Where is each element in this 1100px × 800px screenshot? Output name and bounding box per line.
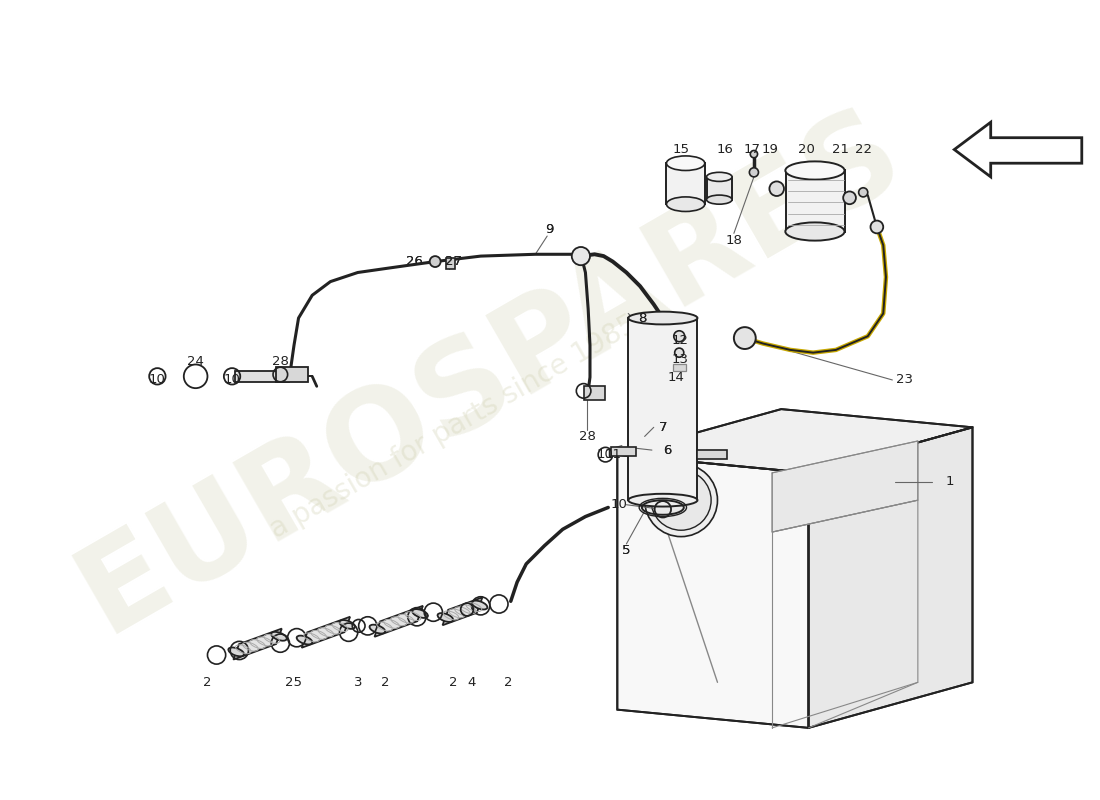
Text: 27: 27 [444, 255, 462, 268]
Circle shape [844, 191, 856, 204]
Polygon shape [234, 371, 289, 382]
Polygon shape [697, 450, 727, 459]
Text: 5: 5 [623, 544, 630, 557]
Text: 7: 7 [659, 421, 667, 434]
Ellipse shape [438, 613, 453, 622]
Ellipse shape [370, 625, 385, 634]
Text: 28: 28 [579, 430, 596, 443]
Polygon shape [447, 258, 455, 269]
Circle shape [859, 188, 868, 197]
Polygon shape [442, 598, 483, 626]
Polygon shape [673, 363, 685, 371]
Text: 15: 15 [672, 143, 690, 156]
Text: 2: 2 [204, 676, 211, 689]
Ellipse shape [628, 494, 697, 506]
Ellipse shape [785, 222, 845, 241]
Circle shape [674, 348, 684, 357]
Text: 3: 3 [353, 676, 362, 689]
Circle shape [572, 247, 590, 266]
Ellipse shape [667, 197, 705, 211]
Ellipse shape [340, 620, 355, 629]
Text: 10: 10 [597, 448, 614, 461]
Text: 18: 18 [725, 234, 742, 247]
Text: a passion for parts since 1985: a passion for parts since 1985 [265, 310, 642, 544]
Text: 19: 19 [762, 143, 779, 156]
Polygon shape [785, 170, 845, 231]
Circle shape [750, 150, 758, 158]
Polygon shape [276, 367, 308, 382]
Circle shape [870, 221, 883, 234]
Text: 22: 22 [855, 143, 871, 156]
Text: 26: 26 [406, 255, 422, 268]
Polygon shape [706, 177, 733, 200]
Text: 6: 6 [663, 443, 672, 457]
Polygon shape [374, 606, 422, 637]
Text: 16: 16 [716, 143, 734, 156]
Ellipse shape [297, 636, 312, 645]
Text: 8: 8 [639, 311, 647, 325]
Ellipse shape [667, 161, 705, 211]
Ellipse shape [785, 162, 845, 179]
Text: 6: 6 [663, 443, 672, 457]
Text: 9: 9 [544, 223, 553, 236]
Text: 20: 20 [799, 143, 815, 156]
Text: 25: 25 [286, 676, 302, 689]
Circle shape [651, 470, 711, 530]
Text: 1: 1 [946, 475, 954, 489]
Ellipse shape [706, 195, 733, 204]
Text: 7: 7 [659, 421, 667, 434]
Circle shape [645, 464, 717, 537]
Text: 24: 24 [187, 355, 205, 368]
Text: 12: 12 [672, 334, 689, 347]
Polygon shape [301, 617, 350, 648]
Text: 9: 9 [544, 223, 553, 236]
Ellipse shape [667, 156, 705, 170]
Text: 28: 28 [272, 355, 289, 368]
Circle shape [749, 168, 759, 177]
Ellipse shape [272, 632, 287, 641]
Text: 2: 2 [381, 676, 389, 689]
Polygon shape [772, 441, 917, 532]
Circle shape [674, 330, 684, 342]
Text: 26: 26 [406, 255, 422, 268]
Text: 14: 14 [668, 370, 684, 384]
Text: 8: 8 [639, 311, 647, 325]
Polygon shape [617, 409, 972, 473]
Text: 13: 13 [672, 353, 689, 366]
Polygon shape [584, 386, 605, 400]
Text: 23: 23 [895, 374, 913, 386]
Ellipse shape [412, 609, 428, 618]
Text: 17: 17 [744, 143, 760, 156]
Text: 11: 11 [604, 448, 622, 461]
Ellipse shape [628, 312, 697, 325]
Text: 10: 10 [223, 374, 241, 386]
Text: 2: 2 [504, 676, 513, 689]
Text: 21: 21 [832, 143, 849, 156]
Text: EUROSPARES: EUROSPARES [58, 88, 922, 657]
Polygon shape [617, 454, 808, 728]
Polygon shape [955, 122, 1081, 177]
Ellipse shape [706, 172, 733, 182]
Text: 27: 27 [444, 255, 462, 268]
Polygon shape [610, 447, 636, 457]
Ellipse shape [472, 601, 487, 610]
Text: 10: 10 [148, 374, 166, 386]
Polygon shape [628, 318, 697, 500]
Text: 5: 5 [623, 544, 630, 557]
Polygon shape [808, 427, 972, 728]
Circle shape [430, 256, 441, 267]
Polygon shape [233, 629, 282, 659]
Text: 2: 2 [449, 676, 458, 689]
Ellipse shape [229, 647, 244, 656]
Circle shape [734, 327, 756, 349]
Text: 10: 10 [610, 498, 628, 511]
Text: 4: 4 [468, 676, 476, 689]
Circle shape [769, 182, 784, 196]
Polygon shape [667, 163, 705, 204]
